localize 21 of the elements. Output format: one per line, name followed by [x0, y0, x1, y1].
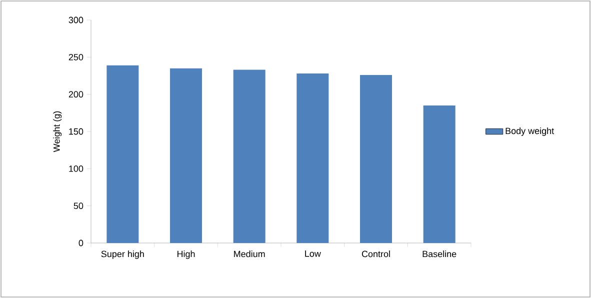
legend-label: Body weight [506, 127, 554, 136]
y-tick-label: 300 [68, 16, 84, 24]
bar [296, 74, 329, 243]
bar [360, 75, 392, 243]
y-tick-label: 100 [69, 165, 84, 172]
x-tick-label: Control [362, 250, 390, 258]
y-axis-title: Weight (g) [53, 111, 62, 152]
x-tick-label: Low [305, 250, 321, 257]
bar [233, 70, 266, 243]
y-tick-label: 250 [68, 54, 84, 60]
y-tick-label: 150 [69, 128, 84, 135]
y-tick-label: 0 [78, 240, 84, 246]
bar [106, 65, 139, 243]
x-tick-label: Super high [101, 250, 144, 259]
y-tick-label: 200 [68, 91, 84, 98]
bar [170, 68, 202, 243]
bar [423, 105, 456, 243]
y-tick-label: 50 [74, 202, 84, 210]
x-tick-label: High [177, 250, 195, 259]
x-tick-label: Baseline [422, 250, 456, 258]
x-tick-label: Medium [234, 250, 265, 258]
